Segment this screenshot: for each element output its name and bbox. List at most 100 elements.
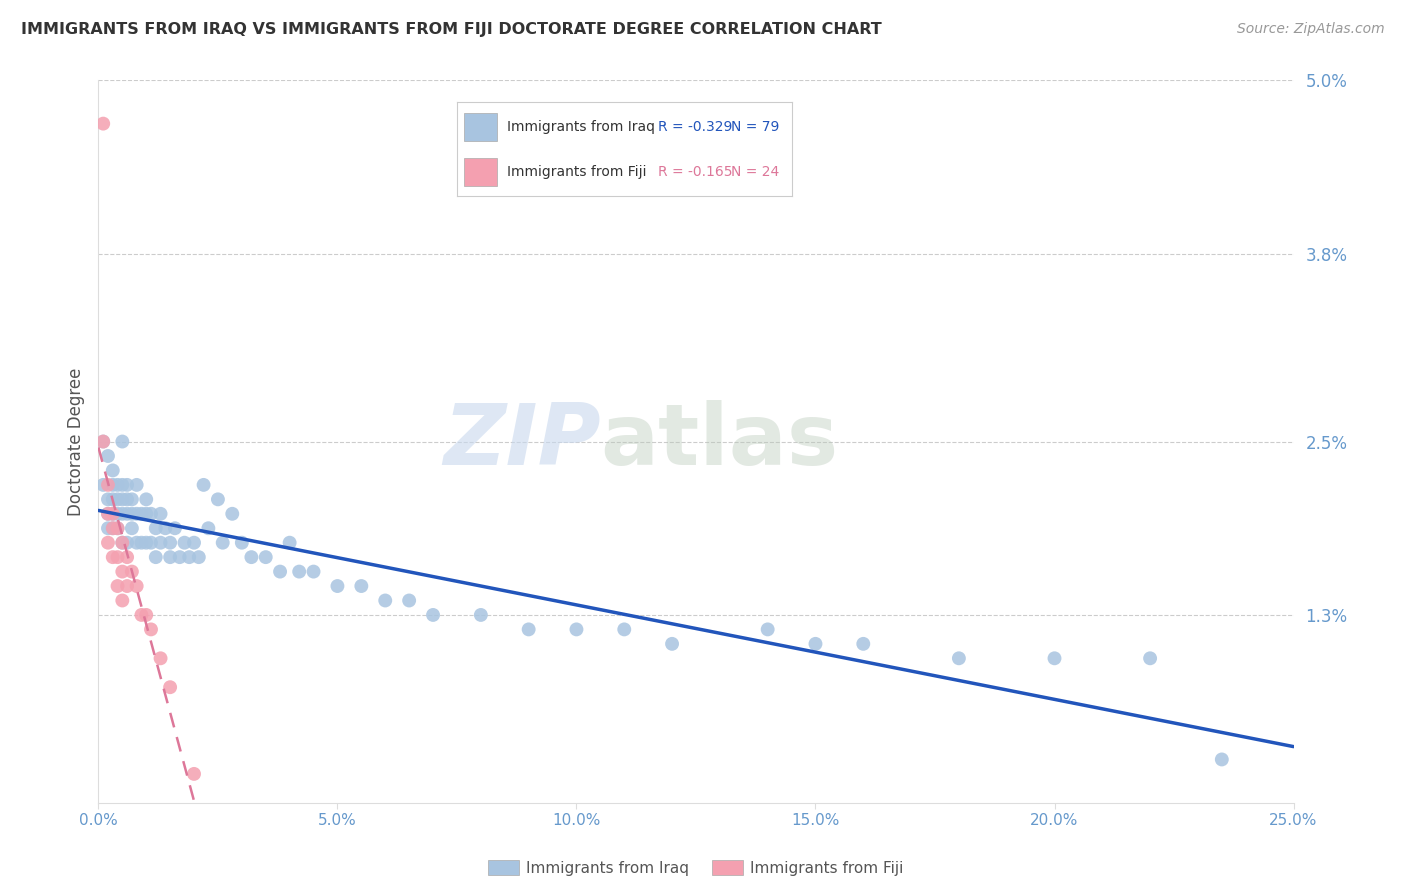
Point — [97, 507, 120, 521]
Point — [121, 521, 143, 535]
Point — [107, 521, 129, 535]
Point — [948, 651, 970, 665]
Text: ZIP: ZIP — [443, 400, 600, 483]
Point — [131, 607, 153, 622]
Point — [111, 492, 134, 507]
Point — [111, 434, 134, 449]
Legend: Immigrants from Iraq, Immigrants from Fiji: Immigrants from Iraq, Immigrants from Fi… — [482, 854, 910, 882]
Point — [115, 478, 138, 492]
Point — [101, 550, 124, 565]
Point — [302, 565, 325, 579]
Point — [269, 565, 291, 579]
Point — [111, 565, 134, 579]
Point — [187, 550, 209, 565]
Point — [125, 535, 148, 549]
Point — [197, 521, 219, 535]
Point — [422, 607, 444, 622]
Point — [288, 565, 311, 579]
Point — [115, 550, 138, 565]
Point — [374, 593, 396, 607]
Point — [107, 579, 129, 593]
Point — [135, 607, 157, 622]
Point — [254, 550, 277, 565]
Point — [135, 535, 157, 549]
Point — [97, 535, 120, 549]
Point — [125, 507, 148, 521]
Point — [97, 449, 120, 463]
Point — [91, 478, 114, 492]
Point — [125, 478, 148, 492]
Point — [101, 478, 124, 492]
Point — [97, 507, 120, 521]
Text: Source: ZipAtlas.com: Source: ZipAtlas.com — [1237, 22, 1385, 37]
Point — [131, 507, 153, 521]
Point — [193, 478, 215, 492]
Point — [207, 492, 229, 507]
Point — [183, 767, 205, 781]
Point — [111, 507, 134, 521]
Y-axis label: Doctorate Degree: Doctorate Degree — [66, 368, 84, 516]
Point — [231, 535, 253, 549]
Point — [107, 478, 129, 492]
Point — [159, 535, 181, 549]
Point — [326, 579, 349, 593]
Point — [115, 492, 138, 507]
Point — [159, 680, 181, 694]
Point — [115, 535, 138, 549]
Point — [398, 593, 420, 607]
Text: atlas: atlas — [600, 400, 838, 483]
Point — [1211, 752, 1233, 766]
Point — [135, 507, 157, 521]
Point — [115, 507, 138, 521]
Point — [145, 521, 167, 535]
Point — [278, 535, 301, 549]
Point — [121, 492, 143, 507]
Point — [211, 535, 233, 549]
Point — [91, 117, 114, 131]
Point — [101, 521, 124, 535]
Point — [517, 623, 540, 637]
Point — [1139, 651, 1161, 665]
Point — [145, 550, 167, 565]
Point — [565, 623, 588, 637]
Point — [121, 507, 143, 521]
Point — [107, 550, 129, 565]
Point — [111, 535, 134, 549]
Point — [97, 478, 120, 492]
Point — [139, 535, 162, 549]
Point — [121, 565, 143, 579]
Point — [139, 507, 162, 521]
Point — [111, 535, 134, 549]
Point — [111, 478, 134, 492]
Point — [149, 651, 172, 665]
Point — [115, 579, 138, 593]
Point — [756, 623, 779, 637]
Point — [91, 434, 114, 449]
Point — [97, 492, 120, 507]
Point — [101, 521, 124, 535]
Point — [125, 579, 148, 593]
Point — [240, 550, 263, 565]
Point — [350, 579, 373, 593]
Point — [91, 434, 114, 449]
Point — [107, 492, 129, 507]
Point — [1043, 651, 1066, 665]
Point — [149, 535, 172, 549]
Point — [131, 535, 153, 549]
Point — [149, 507, 172, 521]
Point — [101, 507, 124, 521]
Point — [101, 507, 124, 521]
Point — [804, 637, 827, 651]
Point — [221, 507, 243, 521]
Point — [135, 492, 157, 507]
Point — [470, 607, 492, 622]
Point — [101, 463, 124, 477]
Point — [139, 623, 162, 637]
Point — [107, 507, 129, 521]
Point — [101, 492, 124, 507]
Point — [613, 623, 636, 637]
Point — [111, 593, 134, 607]
Point — [155, 521, 177, 535]
Point — [179, 550, 201, 565]
Point — [169, 550, 191, 565]
